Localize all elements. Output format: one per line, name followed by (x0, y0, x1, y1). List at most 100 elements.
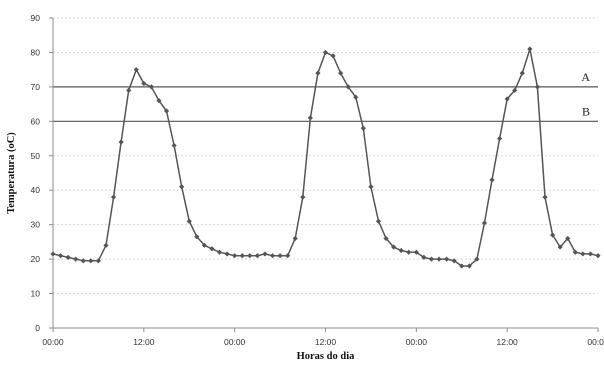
x-tick-label: 00:00 (587, 337, 604, 347)
data-point (534, 84, 541, 90)
y-tick-label: 0 (35, 323, 40, 333)
data-point (451, 258, 457, 264)
data-point (88, 258, 94, 264)
x-tick-label: 12:00 (315, 337, 337, 347)
data-point (489, 177, 495, 183)
data-point (141, 80, 147, 87)
data-point (315, 70, 321, 76)
data-point (466, 263, 472, 269)
data-point (496, 135, 503, 142)
data-point (103, 242, 109, 248)
data-point (504, 96, 510, 102)
data-point (565, 235, 571, 242)
data-point (148, 84, 155, 90)
data-point (179, 184, 185, 190)
data-point (345, 84, 351, 90)
axes (49, 17, 599, 332)
data-point (73, 256, 79, 262)
data-point (368, 184, 374, 190)
reference-label-a: A (581, 70, 590, 84)
data-point (239, 253, 245, 259)
data-point (171, 142, 177, 149)
y-tick-label: 20 (31, 254, 41, 264)
x-tick-label: 00:00 (224, 337, 246, 347)
data-point (186, 218, 192, 224)
x-axis-title: Horas do dia (297, 351, 356, 362)
data-point (375, 218, 382, 224)
data-point (95, 258, 102, 264)
data-point (542, 194, 548, 200)
data-point (232, 253, 238, 259)
data-point (133, 67, 139, 73)
data-point (254, 253, 260, 259)
data-point (209, 246, 215, 252)
data-point (595, 253, 601, 259)
data-point (163, 108, 170, 114)
data-point (216, 249, 223, 255)
reference-lines: AB (53, 70, 598, 122)
data-point (481, 220, 488, 226)
data-point (269, 253, 276, 259)
x-tick-label: 12:00 (497, 337, 519, 347)
y-tick-label: 60 (31, 116, 41, 126)
x-tick-label: 12:00 (133, 337, 155, 347)
data-point (474, 256, 480, 262)
data-point (549, 232, 556, 238)
data-point (572, 249, 578, 255)
y-axis-title: Temperatura (oC) (6, 132, 17, 214)
data-point (406, 249, 412, 255)
data-point (330, 53, 336, 59)
tick-labels: 0 10 20 30 40 50 60 70 80 90 00:00 12:00 00:00 12:00 0… (31, 13, 604, 347)
series (50, 46, 601, 269)
data-point (277, 253, 283, 259)
data-point (360, 125, 366, 131)
data-point (580, 251, 586, 257)
data-point (338, 70, 344, 76)
data-point (292, 235, 298, 242)
data-point (527, 46, 533, 52)
data-point (398, 247, 404, 254)
data-point (444, 256, 450, 262)
data-point (428, 256, 435, 262)
data-point (307, 115, 313, 121)
data-point (194, 234, 200, 240)
y-tick-label: 30 (31, 220, 41, 230)
data-point (262, 251, 268, 257)
data-point (512, 87, 518, 93)
data-point (519, 70, 525, 76)
data-point (50, 251, 56, 257)
y-tick-label: 80 (31, 47, 41, 57)
data-point (391, 244, 397, 250)
y-tick-label: 40 (31, 185, 41, 195)
data-point (436, 256, 442, 262)
series-line (52, 48, 599, 267)
data-point (110, 194, 117, 200)
reference-label-b: B (582, 104, 590, 118)
data-point (322, 49, 329, 56)
data-point (126, 87, 132, 93)
data-point (285, 253, 291, 259)
data-point (156, 98, 162, 104)
data-point (300, 194, 306, 200)
data-point (224, 251, 230, 257)
y-tick-label: 10 (31, 289, 41, 299)
data-point (587, 251, 594, 257)
data-point (421, 254, 427, 260)
gridlines (53, 17, 598, 295)
data-point (80, 258, 86, 264)
data-point (413, 249, 419, 255)
data-point (459, 263, 465, 269)
data-point (57, 253, 64, 259)
y-tick-label: 90 (31, 13, 41, 23)
y-tick-label: 70 (31, 82, 41, 92)
y-tick-label: 50 (31, 151, 41, 161)
data-point (201, 242, 207, 248)
data-point (557, 244, 563, 250)
x-tick-label: 00:00 (406, 337, 428, 347)
data-point (118, 139, 124, 145)
data-point (247, 253, 253, 259)
data-point (65, 254, 71, 260)
data-point (383, 235, 389, 242)
x-tick-label: 00:00 (42, 337, 64, 347)
